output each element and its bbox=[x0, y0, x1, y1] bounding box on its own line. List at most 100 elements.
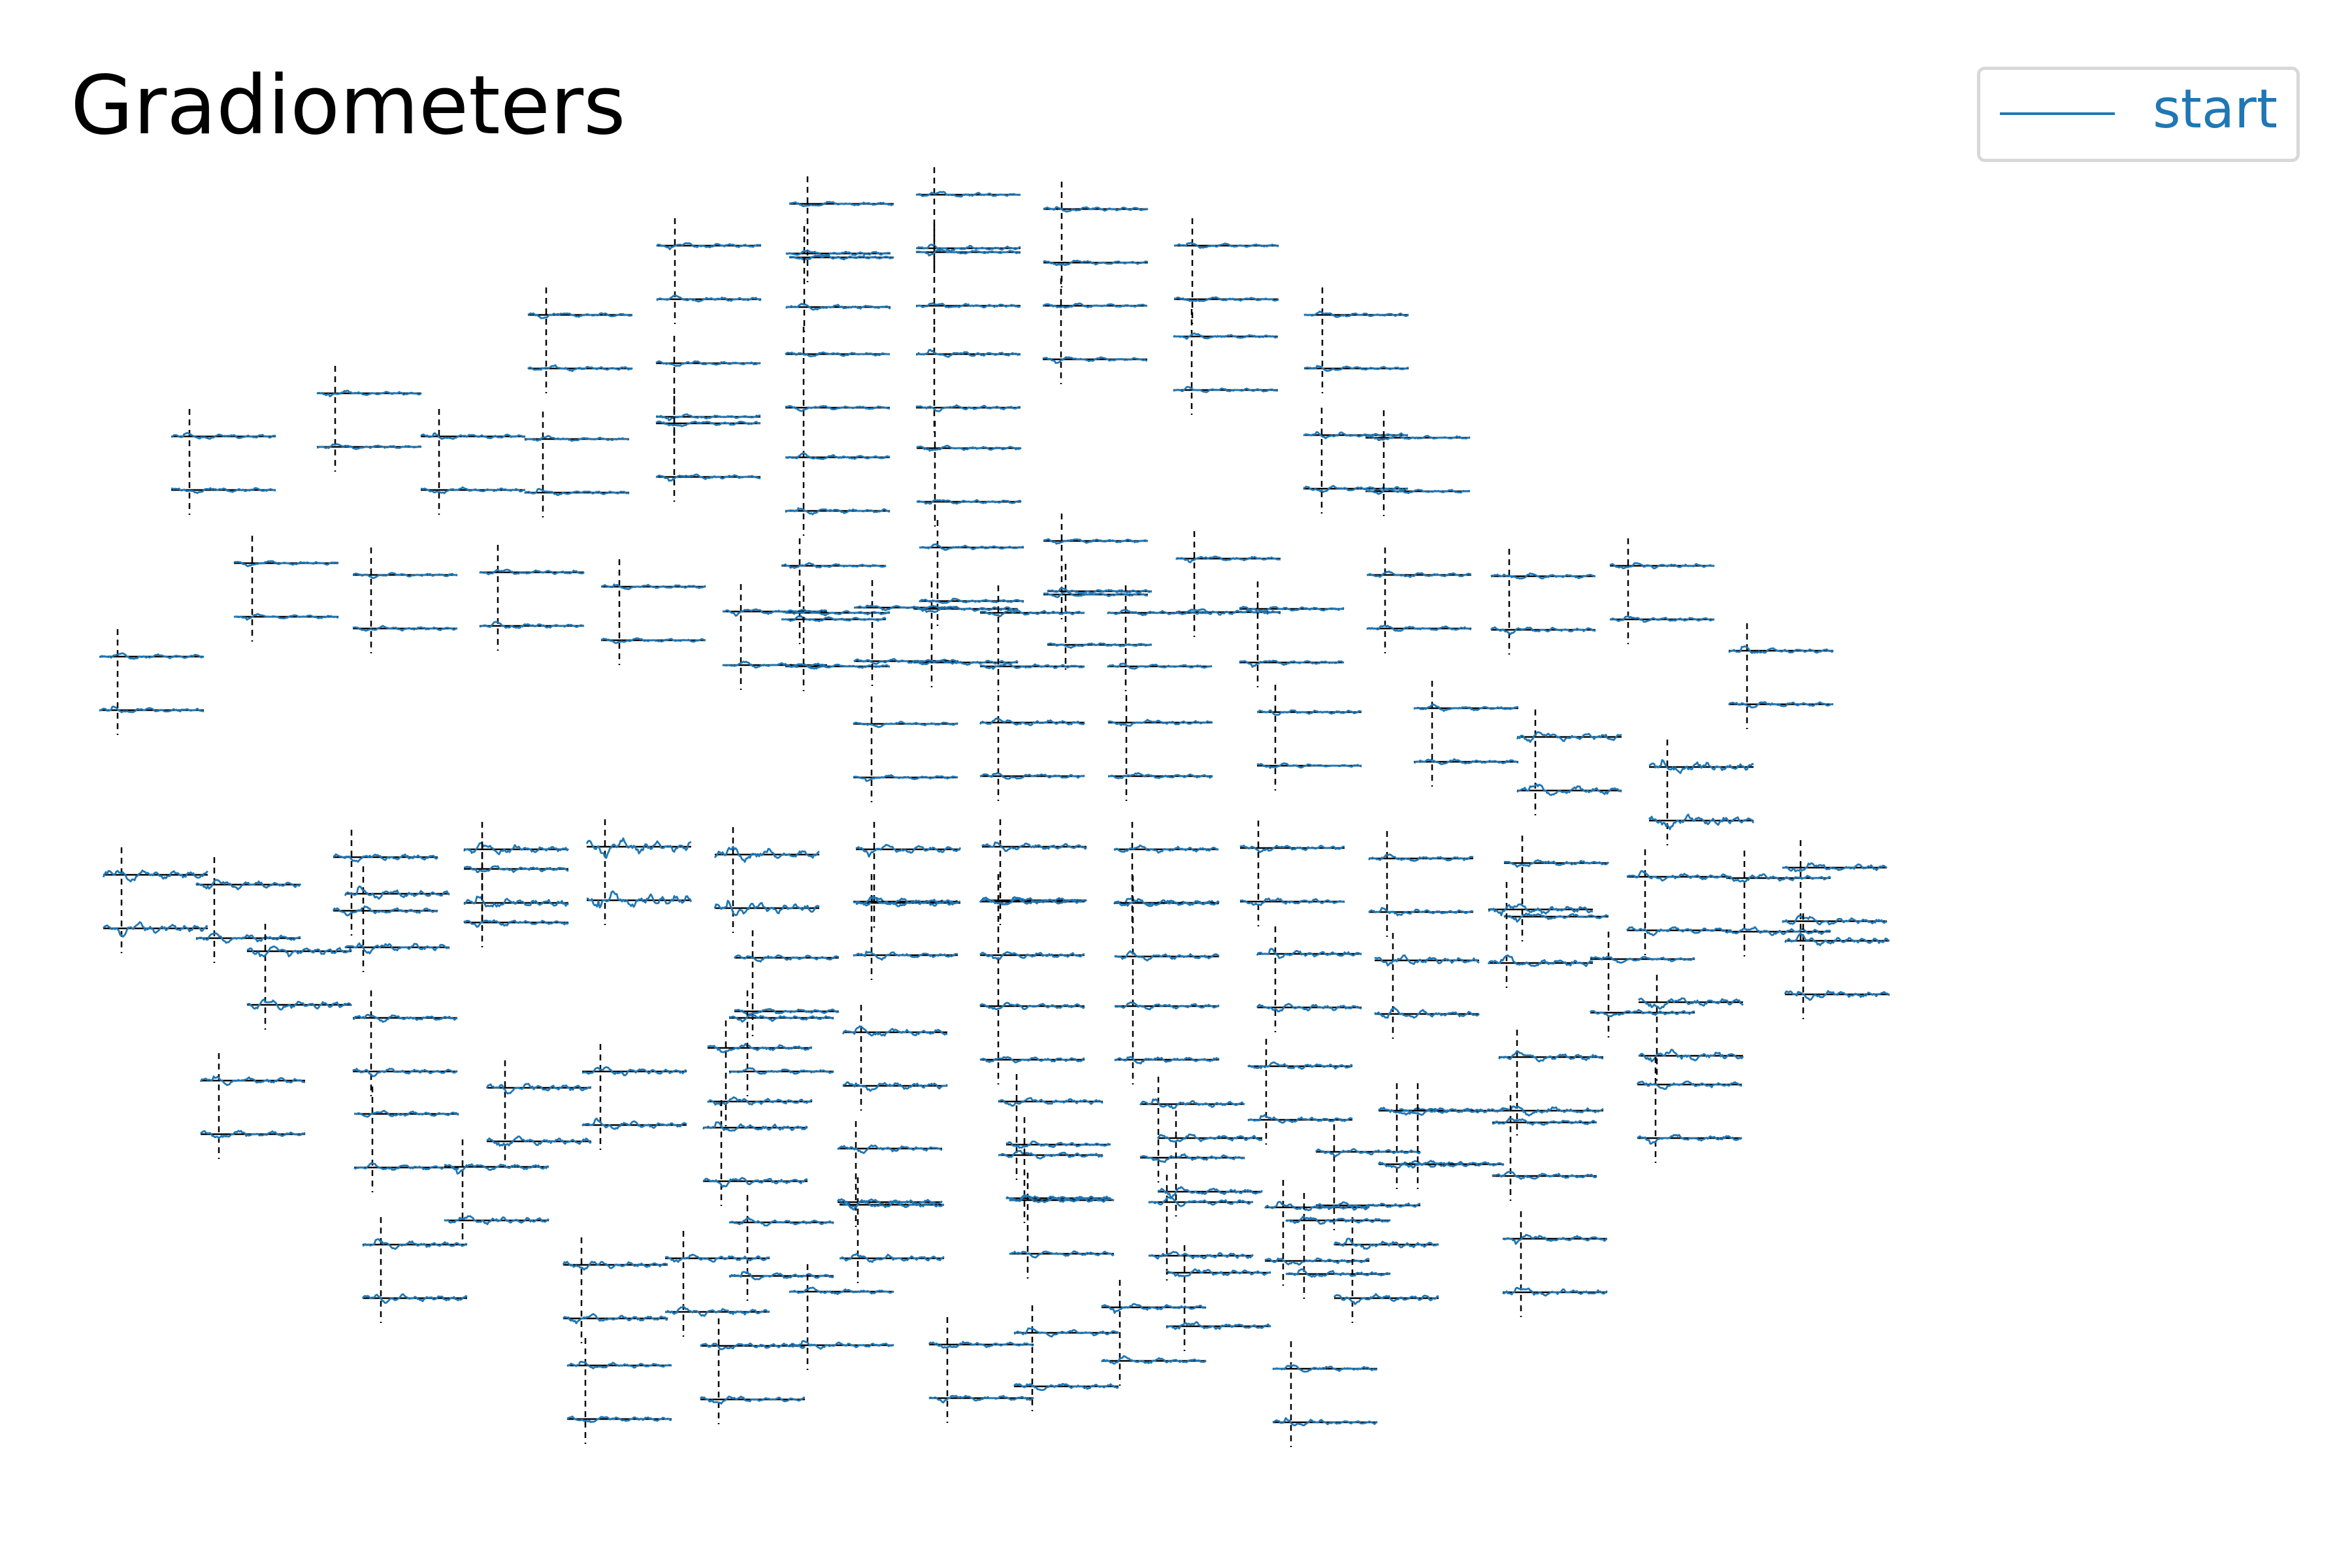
sensor-pair-7 bbox=[1303, 287, 1409, 393]
sensor-pair-66 bbox=[246, 924, 353, 1030]
trace-34a bbox=[600, 583, 706, 591]
trace-59a bbox=[855, 843, 962, 858]
trace-19a bbox=[919, 543, 1024, 551]
sensor-pair-100 bbox=[1148, 1175, 1254, 1281]
sensor-pair-76 bbox=[1725, 851, 1831, 956]
trace-100a bbox=[1148, 1196, 1254, 1207]
sensor-pair-91 bbox=[361, 1217, 468, 1323]
sensor-pair-120 bbox=[352, 990, 458, 1096]
trace-25a bbox=[655, 420, 761, 427]
trace-35a bbox=[722, 608, 828, 617]
trace-19b bbox=[919, 597, 1024, 604]
trace-98b bbox=[1009, 1250, 1115, 1259]
sensor-pair-88 bbox=[353, 1086, 459, 1192]
trace-40b bbox=[1366, 625, 1472, 632]
sensor-pair-77 bbox=[1784, 913, 1891, 1019]
sensor-pair-70 bbox=[979, 874, 1085, 980]
trace-110b bbox=[789, 1340, 894, 1350]
trace-93b bbox=[728, 1271, 834, 1281]
sensor-pair-72 bbox=[1256, 926, 1362, 1032]
sensor-pair-21 bbox=[1175, 531, 1281, 637]
trace-74b bbox=[1487, 954, 1593, 968]
trace-32b bbox=[352, 625, 458, 632]
sensor-pair-28 bbox=[316, 366, 422, 472]
trace-18b bbox=[781, 615, 887, 623]
trace-55a bbox=[1367, 853, 1474, 862]
trace-66b bbox=[246, 998, 353, 1011]
trace-70b bbox=[979, 951, 1085, 960]
sensor-pair-20 bbox=[1043, 514, 1149, 619]
sensor-pair-42 bbox=[1609, 538, 1715, 644]
trace-87b bbox=[486, 1135, 592, 1147]
trace-110a bbox=[789, 1286, 894, 1296]
trace-95a bbox=[839, 1199, 945, 1211]
trace-118b bbox=[734, 1008, 840, 1016]
trace-99b bbox=[1157, 1186, 1264, 1199]
trace-49a bbox=[853, 721, 958, 728]
trace-29a bbox=[171, 432, 276, 440]
trace-113a bbox=[566, 1360, 672, 1369]
trace-66a bbox=[246, 945, 353, 958]
trace-44b bbox=[1365, 487, 1471, 495]
trace-5a bbox=[1173, 242, 1279, 249]
trace-94a bbox=[837, 1144, 943, 1154]
sensor-pair-80 bbox=[1377, 1083, 1484, 1189]
sensor-pair-46 bbox=[1256, 685, 1362, 791]
trace-1b bbox=[789, 254, 894, 261]
sensor-pair-65 bbox=[102, 847, 209, 953]
trace-105a bbox=[1502, 1233, 1608, 1245]
trace-88b bbox=[353, 1162, 459, 1171]
sensor-pair-82 bbox=[1139, 1077, 1245, 1183]
sensor-pair-2 bbox=[915, 167, 1021, 273]
sensor-pair-35 bbox=[722, 584, 828, 690]
trace-36b bbox=[853, 658, 959, 665]
trace-82b bbox=[1139, 1153, 1245, 1164]
trace-109a bbox=[928, 1341, 1034, 1349]
trace-102b bbox=[1399, 1160, 1505, 1169]
trace-93a bbox=[728, 1217, 834, 1227]
trace-53b bbox=[1626, 926, 1732, 937]
trace-88a bbox=[353, 1109, 459, 1118]
sensor-pair-107 bbox=[1166, 1245, 1271, 1351]
sensor-pair-119 bbox=[728, 990, 834, 1096]
trace-84a bbox=[841, 1025, 948, 1037]
sensor-pair-43 bbox=[1727, 623, 1835, 729]
trace-83a bbox=[998, 1097, 1103, 1107]
trace-2a bbox=[915, 191, 1021, 198]
trace-3b bbox=[1043, 259, 1149, 267]
trace-90a bbox=[444, 1163, 549, 1175]
legend-line-start bbox=[2000, 112, 2115, 115]
trace-22a bbox=[1047, 587, 1152, 595]
sensor-pair-9 bbox=[785, 226, 891, 332]
trace-70a bbox=[979, 897, 1085, 906]
trace-37b bbox=[979, 662, 1085, 670]
trace-51b bbox=[1648, 813, 1755, 830]
sensor-pair-4 bbox=[655, 218, 762, 324]
trace-64a bbox=[195, 879, 302, 890]
trace-92a bbox=[562, 1260, 668, 1271]
sensor-pair-6 bbox=[527, 287, 633, 393]
trace-89a bbox=[199, 1075, 306, 1086]
trace-13a bbox=[916, 444, 1022, 452]
trace-57a bbox=[1113, 844, 1219, 854]
trace-91a bbox=[362, 1238, 468, 1250]
sensor-pair-45 bbox=[1413, 681, 1519, 787]
sensor-pair-44 bbox=[1365, 410, 1471, 516]
trace-73a bbox=[1374, 954, 1480, 967]
sensor-pair-73 bbox=[1374, 933, 1480, 1039]
sensor-pair-51 bbox=[1648, 740, 1755, 845]
trace-4a bbox=[655, 242, 761, 250]
trace-67a bbox=[344, 885, 450, 900]
sensor-pair-30 bbox=[233, 536, 339, 642]
sensor-pair-117 bbox=[1285, 1193, 1391, 1299]
trace-30a bbox=[233, 560, 339, 567]
trace-116a bbox=[1315, 1148, 1421, 1158]
legend-label-start: start bbox=[2153, 78, 2278, 140]
trace-43b bbox=[1727, 701, 1834, 709]
trace-12a bbox=[915, 349, 1021, 358]
sensor-pair-10 bbox=[785, 327, 890, 433]
sensor-pair-64 bbox=[195, 857, 302, 963]
trace-60a bbox=[713, 845, 820, 863]
trace-71a bbox=[1115, 898, 1220, 907]
